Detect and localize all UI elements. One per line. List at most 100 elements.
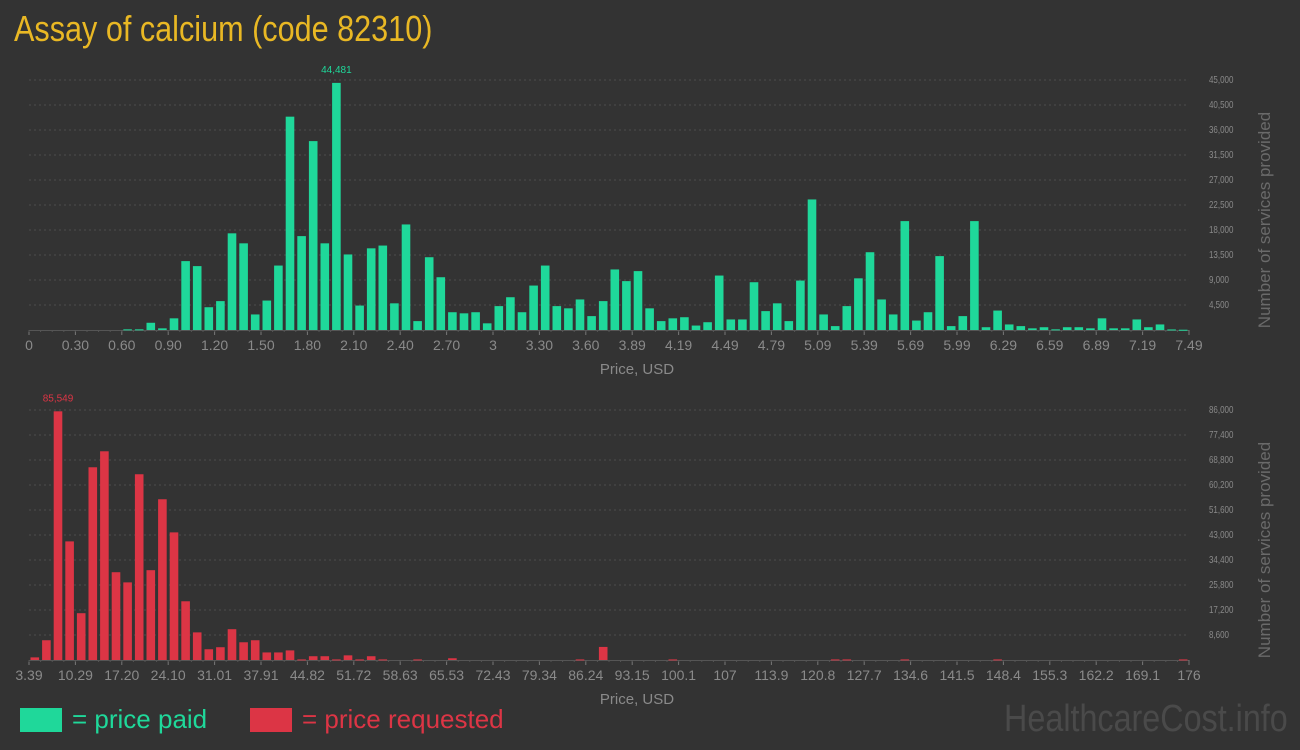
x-tick-label: 6.89 — [1083, 337, 1110, 353]
x-tick-label: 6.29 — [990, 337, 1017, 353]
bar — [111, 572, 121, 660]
y-tick-label: 77,400 — [1209, 429, 1233, 440]
x-tick-label: 5.39 — [851, 337, 878, 353]
bar — [308, 141, 318, 330]
bar — [227, 629, 237, 660]
x-tick-label: 3.60 — [572, 337, 599, 353]
bar — [274, 265, 283, 330]
bar — [274, 652, 283, 660]
bar — [332, 82, 341, 330]
y-tick-label: 8,600 — [1209, 629, 1229, 640]
bar — [656, 321, 666, 330]
bar — [807, 199, 817, 330]
bar — [204, 649, 214, 660]
bar — [158, 499, 167, 660]
x-tick-label: 93.15 — [615, 667, 650, 683]
bar — [320, 656, 330, 660]
y-tick-label: 17,200 — [1209, 604, 1233, 615]
x-tick-label: 37.91 — [243, 667, 278, 683]
y-tick-label: 68,800 — [1209, 454, 1233, 465]
x-tick-label: 86.24 — [568, 667, 603, 683]
y-tick-label: 27,000 — [1209, 174, 1233, 185]
bar — [285, 116, 295, 331]
bar — [413, 659, 422, 661]
x-tick-label: 155.3 — [1032, 667, 1067, 683]
bar — [946, 326, 956, 330]
bar — [900, 659, 910, 661]
bar — [564, 308, 573, 330]
x-tick-label: 58.63 — [383, 667, 418, 683]
bar — [842, 659, 852, 661]
bar — [680, 317, 689, 330]
bar — [424, 257, 434, 330]
bar — [401, 224, 411, 330]
bar — [830, 326, 840, 330]
page-title: Assay of calcium (code 82310) — [14, 8, 433, 49]
x-tick-label: 72.43 — [475, 667, 510, 683]
x-tick-label: 113.9 — [754, 667, 788, 683]
x-tick-label: 17.20 — [104, 667, 139, 683]
bar — [320, 243, 330, 330]
bar — [970, 221, 979, 330]
bar — [772, 303, 782, 330]
watermark: HealthcareCost.info — [1004, 698, 1288, 740]
bar — [169, 532, 179, 660]
y-tick-label: 18,000 — [1209, 224, 1233, 235]
bar — [192, 266, 202, 330]
x-tick-label: 169.1 — [1125, 667, 1160, 683]
bar — [633, 271, 643, 330]
bar — [482, 323, 492, 330]
bar — [1039, 327, 1049, 330]
bar — [1155, 324, 1165, 330]
bar — [854, 278, 863, 330]
bar — [343, 655, 353, 660]
x-tick-label: 4.19 — [665, 337, 692, 353]
x-tick-label: 127.7 — [847, 667, 882, 683]
bar — [192, 632, 202, 660]
bar — [575, 659, 585, 661]
bar — [587, 316, 596, 330]
y-axis-label: Number of services provided — [1255, 112, 1274, 328]
x-tick-label: 7.49 — [1175, 337, 1202, 353]
x-tick-label: 5.99 — [943, 337, 970, 353]
bar — [668, 318, 678, 330]
x-tick-label: 31.01 — [197, 667, 232, 683]
bar — [250, 314, 260, 330]
x-tick-label: 51.72 — [336, 667, 371, 683]
y-tick-label: 31,500 — [1209, 149, 1233, 160]
legend-price-paid: = price paid — [20, 704, 207, 735]
x-tick-label: 3.30 — [526, 337, 553, 353]
x-tick-label: 44.82 — [290, 667, 325, 683]
bar — [366, 248, 376, 330]
bar — [471, 312, 480, 330]
bar — [1016, 326, 1026, 330]
y-tick-label: 22,500 — [1209, 199, 1233, 210]
bar — [529, 285, 538, 330]
x-tick-label: 0.90 — [155, 337, 182, 353]
bar — [1144, 327, 1153, 330]
bar — [30, 657, 40, 660]
bar — [993, 310, 1002, 330]
bar — [552, 306, 562, 330]
bar — [796, 280, 805, 330]
bar — [1004, 324, 1014, 330]
x-tick-label: 0.30 — [62, 337, 89, 353]
bar — [877, 299, 886, 330]
x-tick-label: 134.6 — [893, 667, 928, 683]
bar — [610, 269, 620, 330]
bar — [378, 245, 388, 330]
x-axis-label: Price, USD — [600, 361, 674, 378]
bar — [413, 321, 422, 330]
bar — [1109, 328, 1118, 330]
bar — [378, 659, 388, 661]
x-tick-label: 6.59 — [1036, 337, 1063, 353]
bar — [761, 311, 770, 330]
x-tick-label: 0.60 — [108, 337, 135, 353]
x-tick-label: 1.80 — [294, 337, 321, 353]
y-tick-label: 45,000 — [1209, 74, 1233, 85]
bar — [517, 312, 527, 330]
x-tick-label: 2.40 — [387, 337, 414, 353]
bar — [1028, 328, 1037, 330]
bar — [204, 307, 214, 330]
bar — [622, 281, 631, 330]
